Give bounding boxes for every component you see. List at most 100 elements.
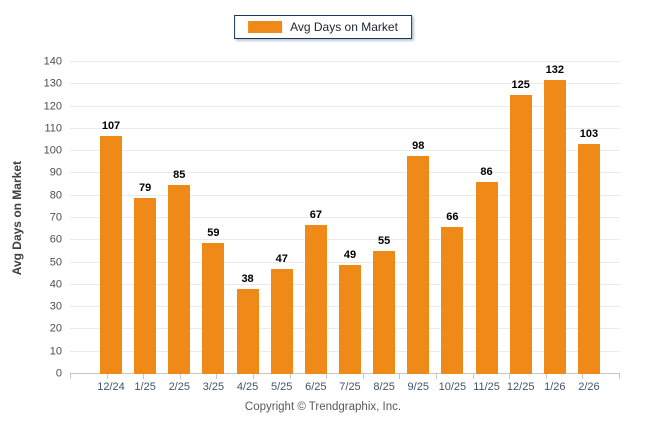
gridline xyxy=(70,217,620,218)
x-axis-ticks xyxy=(70,374,620,379)
bar-slot: 98 xyxy=(401,140,435,374)
bar-value-label: 107 xyxy=(101,119,121,132)
bar-slot: 125 xyxy=(504,80,538,374)
bar-12/24: 107 xyxy=(100,120,122,374)
legend: Avg Days on Market xyxy=(234,15,412,39)
bar-slot: 67 xyxy=(299,209,333,374)
x-tick-mark xyxy=(509,374,511,379)
bar-6/25: 67 xyxy=(304,209,327,374)
bar-slot: 47 xyxy=(265,254,299,374)
copyright-text: Copyright © Trendgraphix, Inc. xyxy=(244,401,402,413)
x-tick-mark xyxy=(106,374,108,379)
x-tick-label: 7/25 xyxy=(339,381,361,393)
bar-slot: 55 xyxy=(367,236,401,374)
y-tick-label: 0 xyxy=(55,367,62,380)
x-tick-label: 4/25 xyxy=(236,381,259,393)
y-tick-label: 80 xyxy=(49,189,62,202)
y-axis-labels: 0 10 20 30 40 50 60 70 80 90 100 110 120 130 140 xyxy=(34,56,62,379)
x-tick-label: 1/25 xyxy=(134,381,156,393)
bar-7/25: 49 xyxy=(338,249,361,374)
legend-label: Avg Days on Market xyxy=(290,20,398,34)
bar-slot: 107 xyxy=(94,120,128,374)
bar-value-label: 38 xyxy=(241,273,254,286)
x-tick-mark xyxy=(70,374,71,379)
x-tick-mark xyxy=(582,374,584,379)
gridline xyxy=(70,127,620,129)
bar-12/25: 125 xyxy=(509,80,532,374)
gridline xyxy=(70,150,620,152)
gridline xyxy=(70,239,620,241)
y-tick-label: 30 xyxy=(49,300,62,313)
bar-1/26: 132 xyxy=(543,64,566,374)
bar-slot: 132 xyxy=(538,64,572,374)
bar-slot: 59 xyxy=(196,227,230,374)
y-tick-label: 120 xyxy=(43,100,62,113)
y-axis-title: Avg Days on Market xyxy=(8,62,26,374)
x-tick-mark xyxy=(326,374,328,379)
bar-value-label: 85 xyxy=(173,168,186,181)
x-tick-mark xyxy=(216,374,218,379)
gridline xyxy=(70,194,620,196)
y-tick-label: 10 xyxy=(49,345,62,358)
bar-9/25: 98 xyxy=(407,140,430,374)
bar-10/25: 66 xyxy=(441,211,464,374)
bar-value-label: 86 xyxy=(480,166,493,179)
x-tick-label: 1/26 xyxy=(544,381,566,393)
bar-slot: 66 xyxy=(435,211,469,374)
bar-slot: 86 xyxy=(470,167,504,374)
y-tick-label: 60 xyxy=(49,233,62,246)
y-tick-label: 110 xyxy=(44,122,62,135)
x-tick-label: 12/24 xyxy=(97,381,125,393)
bar-3/25: 59 xyxy=(202,227,225,374)
x-tick-label: 5/25 xyxy=(270,381,293,393)
bar-value-label: 47 xyxy=(275,253,288,266)
bar-11/25: 86 xyxy=(475,167,498,374)
bar-value-label: 79 xyxy=(139,181,152,194)
bar-value-label: 49 xyxy=(343,248,357,261)
bar-4/25: 38 xyxy=(236,274,259,374)
bars: 107 79 85 59 38 47 67 49 55 98 66 86 125 132 103 xyxy=(70,62,620,374)
bar-value-label: 59 xyxy=(207,226,220,239)
x-tick-mark xyxy=(618,374,620,379)
y-tick-label: 100 xyxy=(43,144,62,157)
y-tick-label: 70 xyxy=(49,211,62,224)
gridline xyxy=(70,83,620,85)
gridline xyxy=(70,61,620,62)
gridline xyxy=(70,172,620,174)
x-tick-label: 11/25 xyxy=(473,381,500,393)
legend-swatch xyxy=(248,21,283,33)
bar-slot: 79 xyxy=(128,182,162,374)
gridline xyxy=(70,105,620,107)
x-tick-label: 8/25 xyxy=(373,381,395,393)
x-tick-mark xyxy=(143,374,145,379)
bar-value-label: 132 xyxy=(545,63,565,76)
bar-slot: 49 xyxy=(333,249,367,374)
x-tick-mark xyxy=(435,374,437,379)
x-tick-label: 10/25 xyxy=(438,381,467,393)
x-tick-label: 3/25 xyxy=(202,381,225,393)
x-tick-mark xyxy=(252,374,254,379)
bar-slot: 38 xyxy=(231,274,265,374)
x-tick-label: 12/25 xyxy=(506,381,535,393)
x-tick-mark xyxy=(399,374,401,379)
bar-value-label: 66 xyxy=(446,210,459,223)
x-tick-mark xyxy=(472,374,474,379)
x-tick-mark xyxy=(289,374,291,379)
x-tick-mark xyxy=(362,374,364,379)
y-axis-title-text: Avg Days on Market xyxy=(10,160,24,276)
y-tick-label: 50 xyxy=(49,256,62,269)
x-tick-label: 2/26 xyxy=(578,381,600,393)
x-axis-labels: 12/24 1/25 2/25 3/25 4/25 5/25 6/25 7/25 8/25 9/2… xyxy=(70,381,620,395)
bar-2/26: 103 xyxy=(577,129,600,374)
bar-8/25: 55 xyxy=(373,236,396,374)
bar-1/25: 79 xyxy=(134,182,157,374)
bar-value-label: 55 xyxy=(378,235,391,248)
bar-value-label: 103 xyxy=(579,128,599,141)
bar-value-label: 98 xyxy=(412,139,425,152)
y-tick-label: 20 xyxy=(49,322,62,335)
x-tick-label: 6/25 xyxy=(305,381,327,393)
x-tick-mark xyxy=(179,374,181,379)
bar-2/25: 85 xyxy=(168,169,191,374)
gridline xyxy=(70,261,620,263)
